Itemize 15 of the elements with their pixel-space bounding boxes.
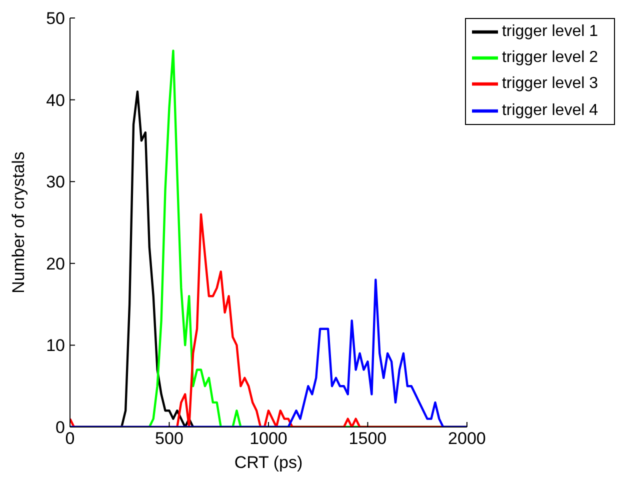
y-tick-label: 30 (46, 172, 65, 192)
legend-label: trigger level 3 (502, 76, 598, 93)
x-tick-label: 500 (155, 429, 184, 448)
legend-label: trigger level 2 (502, 49, 598, 66)
legend-label: trigger level 1 (502, 23, 598, 40)
x-tick-label: 1500 (348, 429, 387, 448)
y-tick-label: 50 (46, 9, 65, 28)
y-tick-label: 10 (46, 336, 65, 356)
x-axis-title: CRT (ps) (234, 453, 303, 472)
x-tick-label: 2000 (448, 429, 486, 448)
legend-label: trigger level 4 (502, 102, 598, 119)
y-tick-label: 20 (46, 254, 65, 274)
x-tick-label: 1000 (250, 429, 288, 448)
y-axis-title: Number of crystals (9, 152, 28, 294)
y-tick-label: 40 (46, 90, 65, 110)
